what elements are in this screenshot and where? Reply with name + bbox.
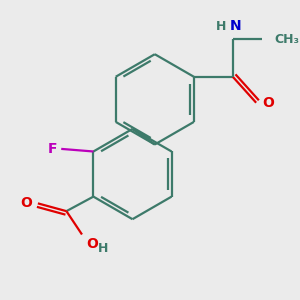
Text: O: O — [20, 196, 32, 210]
Text: H: H — [216, 20, 226, 33]
Text: CH₃: CH₃ — [274, 33, 299, 46]
Text: O: O — [262, 96, 274, 110]
Text: O: O — [86, 237, 98, 251]
Text: N: N — [230, 19, 241, 33]
Text: F: F — [48, 142, 57, 156]
Text: H: H — [98, 242, 108, 255]
